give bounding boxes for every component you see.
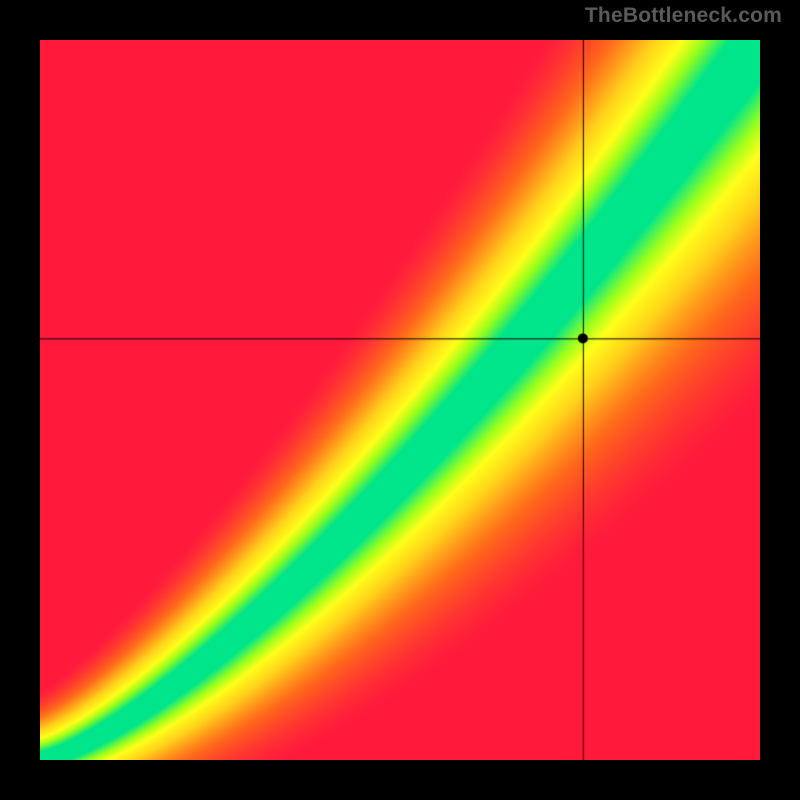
heatmap-canvas	[40, 40, 760, 760]
watermark-text: TheBottleneck.com	[585, 4, 782, 28]
bottleneck-heatmap	[40, 40, 760, 760]
